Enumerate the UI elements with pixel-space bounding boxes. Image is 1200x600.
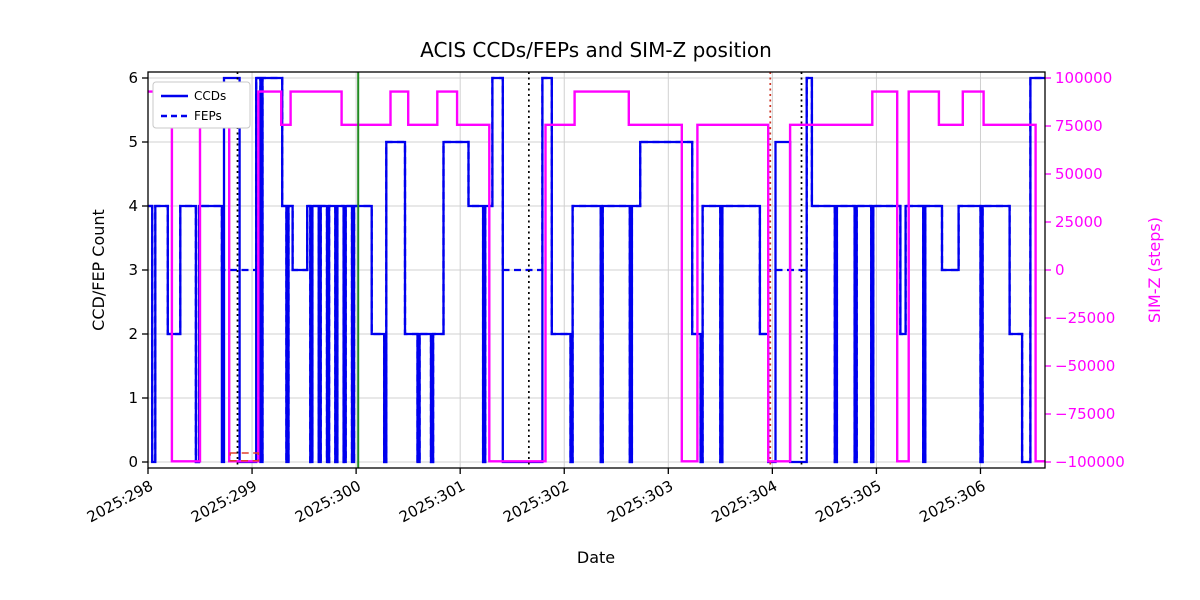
y-tick-label-right: −100000 [1055, 453, 1125, 471]
x-axis-label: Date [577, 548, 615, 567]
y-tick-label-left: 5 [128, 133, 138, 151]
chart-title: ACIS CCDs/FEPs and SIM-Z position [420, 38, 772, 62]
dashed-region-marker [229, 452, 260, 462]
y-tick-label-left: 4 [128, 197, 138, 215]
legend-label-ccds: CCDs [194, 89, 226, 103]
y-tick-label-right: 0 [1055, 261, 1065, 279]
y-tick-label-right: 100000 [1055, 69, 1112, 87]
y-tick-label-left: 3 [128, 261, 138, 279]
series-line-feps [148, 76, 1045, 464]
y-tick-label-right: 50000 [1055, 165, 1103, 183]
y-axis-label-left: CCD/FEP Count [89, 209, 108, 331]
plot-border [147, 71, 1046, 469]
y-tick-label-right: −50000 [1055, 357, 1115, 375]
y-tick-label-right: −75000 [1055, 405, 1115, 423]
y-tick-label-right: 75000 [1055, 117, 1103, 135]
y-tick-label-left: 2 [128, 325, 138, 343]
y-tick-label-left: 1 [128, 389, 138, 407]
legend-box [152, 81, 251, 129]
legend-label-feps: FEPs [194, 109, 222, 123]
y-axis-label-right: SIM-Z (steps) [1145, 217, 1164, 323]
series-layer [148, 76, 1045, 464]
y-tick-label-left: 0 [128, 453, 138, 471]
y-tick-label-right: −25000 [1055, 309, 1115, 327]
y-tick-label-left: 6 [128, 69, 138, 87]
legend: CCDs FEPs [152, 81, 251, 129]
series-line-sim-z [148, 90, 1045, 463]
y-tick-label-right: 25000 [1055, 213, 1103, 231]
annotation-layer [229, 72, 803, 468]
